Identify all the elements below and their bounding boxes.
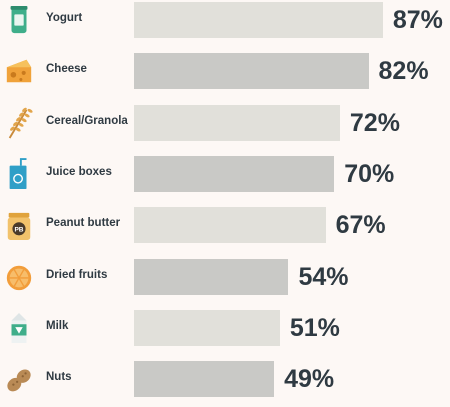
bar [134, 309, 280, 346]
category-label: Cheese [46, 63, 87, 76]
value-label: 67% [335, 211, 386, 240]
cheese-icon [6, 60, 32, 83]
peanut-icon [7, 369, 31, 392]
chart-row: Yogurt 87% [0, 0, 450, 40]
category-label: Yogurt [46, 12, 83, 24]
category-label: Dried fruits [46, 268, 108, 281]
value-label: 82% [378, 57, 429, 86]
chart-row: Nuts 49% [0, 359, 450, 399]
bar [134, 104, 340, 141]
bar [134, 2, 383, 38]
chart-row: Cereal/Granola 72% [0, 103, 450, 143]
bar [134, 361, 275, 398]
orange-slice-icon [6, 265, 32, 290]
value-label: 54% [298, 262, 349, 291]
value-label: 51% [289, 313, 340, 342]
chart-row: PB Peanut butter 67% [0, 205, 450, 245]
bar [134, 155, 335, 192]
svg-text:PB: PB [14, 227, 23, 234]
value-label: 70% [344, 159, 395, 188]
category-label: Milk [46, 319, 69, 332]
milk-carton-icon [11, 312, 27, 343]
chart-row: Dried fruits 54% [0, 257, 450, 297]
chart-row: Cheese 82% [0, 51, 450, 91]
category-label: Peanut butter [46, 217, 121, 230]
peanut-butter-icon: PB [7, 213, 31, 241]
category-label: Cereal/Granola [46, 114, 128, 127]
chart-row: Milk 51% [0, 308, 450, 348]
juice-box-icon [9, 157, 27, 189]
category-label: Juice boxes [46, 165, 112, 178]
bar [134, 53, 369, 90]
value-label: 49% [284, 365, 335, 394]
bar [134, 207, 326, 244]
bar [134, 258, 289, 295]
yogurt-icon [10, 5, 28, 34]
wheat-icon [8, 107, 33, 139]
value-label: 72% [349, 108, 400, 137]
chart-row: Juice boxes 70% [0, 154, 450, 194]
value-label: 87% [392, 6, 443, 34]
category-label: Nuts [46, 371, 72, 384]
